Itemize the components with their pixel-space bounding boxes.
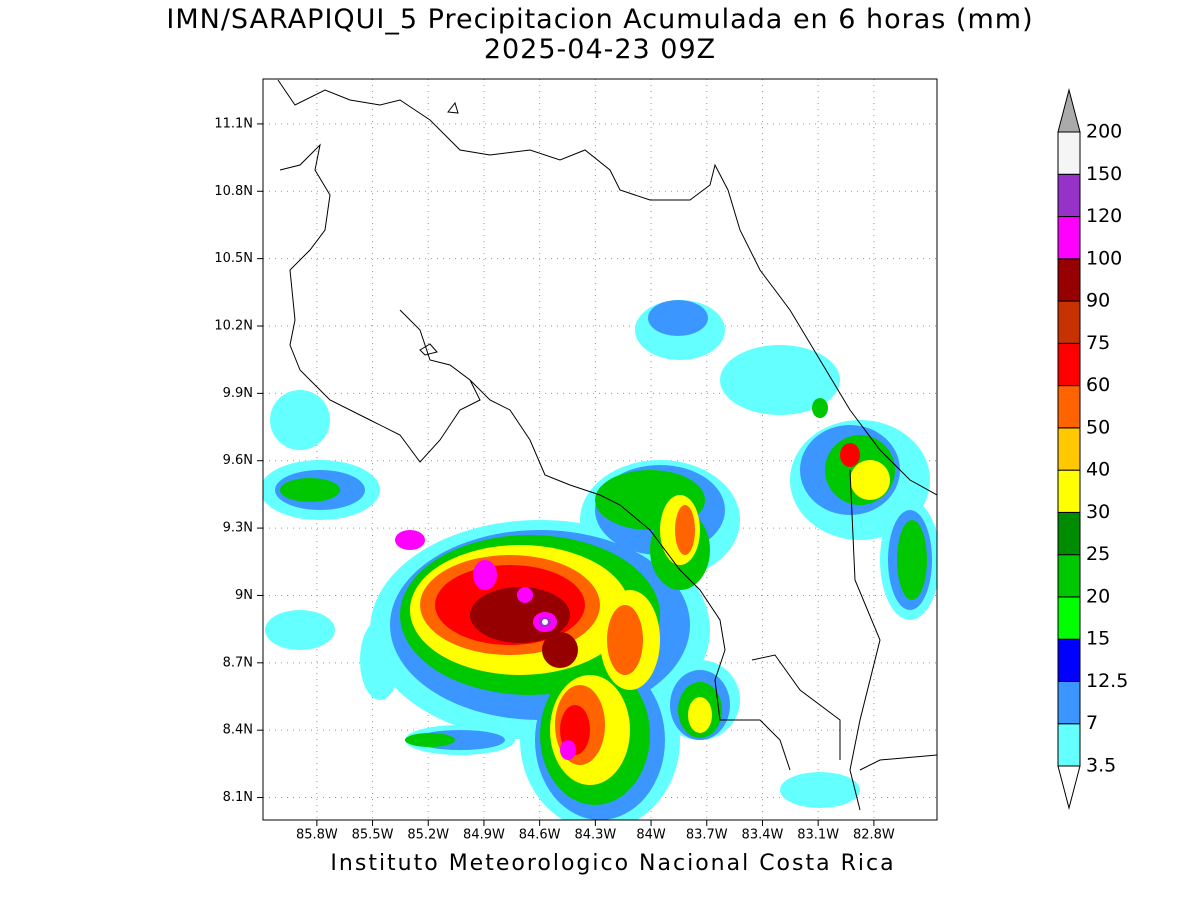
colorbar-label: 40	[1086, 459, 1110, 481]
x-tick-label: 84.9W	[463, 828, 505, 843]
subtitle: 2025-04-23 09Z	[484, 34, 716, 65]
x-tick-label: 85.5W	[352, 828, 394, 843]
y-tick-label: 9.9N	[223, 386, 253, 401]
x-tick-label: 84.3W	[574, 828, 616, 843]
colorbar-label: 20	[1086, 585, 1110, 607]
x-tick-label: 82.8W	[853, 828, 895, 843]
x-tick-label: 85.8W	[296, 828, 338, 843]
coastline	[277, 79, 937, 811]
x-tick-label: 83.7W	[686, 828, 728, 843]
colorbar-segment	[1057, 680, 1081, 725]
rain-field	[263, 300, 937, 820]
colorbar-label: 75	[1086, 332, 1110, 354]
y-tick-label: 8.7N	[223, 655, 253, 670]
colorbar-label: 90	[1086, 290, 1110, 312]
colorbar-segment	[1057, 469, 1081, 513]
colorbar-segment	[1057, 216, 1081, 260]
colorbar-segment	[1057, 596, 1081, 640]
x-tick-label: 84.6W	[519, 828, 561, 843]
y-tick-label: 9.3N	[223, 521, 253, 536]
border	[751, 469, 937, 811]
colorbar-segment	[1057, 131, 1081, 175]
rain-area	[542, 619, 548, 625]
coastline	[277, 79, 937, 496]
y-tick-label: 8.4N	[223, 723, 253, 738]
colorbar-label: 12.5	[1086, 670, 1128, 692]
colorbar-segment	[1057, 511, 1081, 556]
colorbar-label: 60	[1086, 374, 1110, 396]
y-tick-label: 10.5N	[214, 251, 253, 266]
colorbar: 3.5 7 12.5 15 20 25 30 40 50 60 75 90 100 120 150 200	[1057, 88, 1128, 810]
colorbar-segment	[1057, 723, 1081, 767]
colorbar-label: 3.5	[1086, 755, 1116, 777]
x-tick-label: 84W	[636, 828, 666, 843]
x-tick-label: 83.4W	[742, 828, 784, 843]
colorbar-label: 7	[1086, 712, 1098, 734]
title: IMN/SARAPIQUI_5 Precipitacion Acumulada …	[166, 4, 1033, 35]
footer: Instituto Meteorologico Nacional Costa R…	[330, 851, 895, 876]
rain-area	[395, 530, 576, 760]
colorbar-segment	[1057, 427, 1081, 471]
y-tick-label: 10.2N	[214, 319, 253, 334]
colorbar-label: 30	[1086, 501, 1110, 523]
map-frame	[262, 78, 938, 821]
colorbar-label: 200	[1086, 121, 1122, 143]
coastline	[279, 143, 791, 771]
y-tick-label: 8.1N	[223, 790, 253, 805]
colorbar-label: 50	[1086, 416, 1110, 438]
y-tick-label: 9N	[235, 588, 253, 603]
colorbar-segment	[1057, 638, 1081, 682]
colorbar-segment	[1057, 300, 1081, 344]
colorbar-label: 120	[1086, 205, 1122, 227]
colorbar-segment	[1057, 554, 1081, 598]
colorbar-under	[1057, 765, 1081, 810]
colorbar-segment	[1057, 342, 1081, 387]
y-tick-label: 9.6N	[223, 453, 253, 468]
colorbar-label: 100	[1086, 247, 1122, 269]
colorbar-segment	[1057, 385, 1081, 429]
island	[419, 101, 459, 356]
colorbar-label: 25	[1086, 543, 1110, 565]
y-tick-label: 10.8N	[214, 184, 253, 199]
x-tick-label: 85.2W	[407, 828, 449, 843]
colorbar-label: 15	[1086, 628, 1110, 650]
colorbar-segment	[1057, 258, 1081, 302]
colorbar-label: 150	[1086, 163, 1122, 185]
colorbar-segment	[1057, 173, 1081, 218]
colorbar-over	[1057, 88, 1081, 133]
y-tick-label: 11.1N	[214, 116, 253, 131]
x-tick-label: 83.1W	[797, 828, 839, 843]
